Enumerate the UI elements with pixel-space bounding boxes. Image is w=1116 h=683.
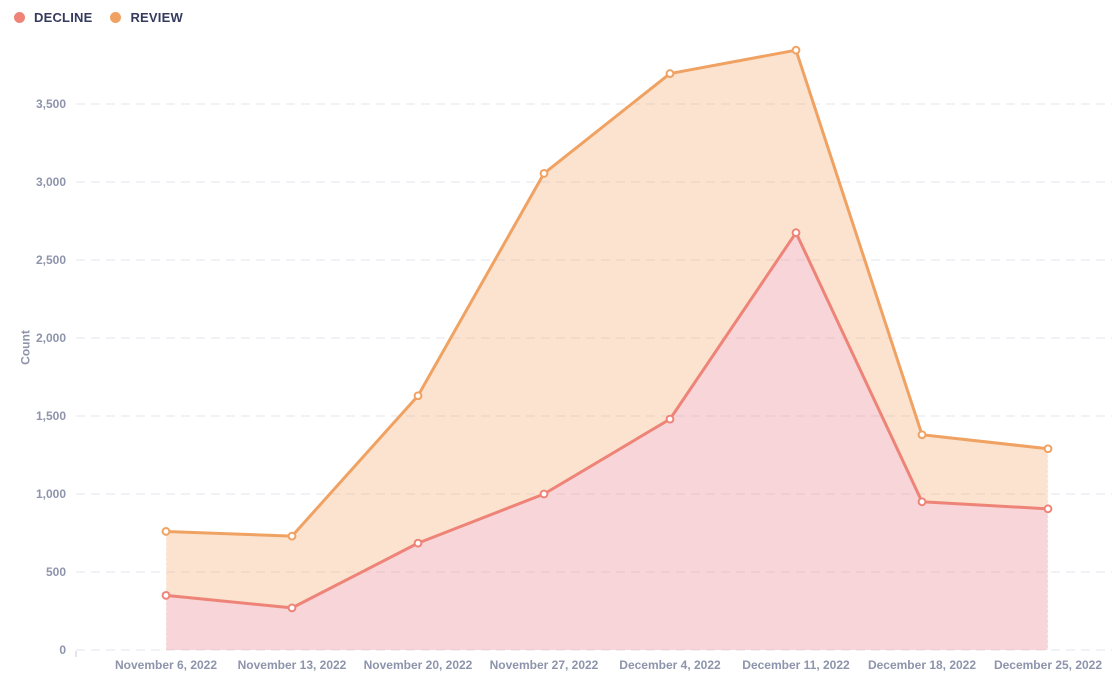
y-tick-label: 1,000 [36,487,66,501]
chart-legend: DECLINE REVIEW [14,10,183,25]
y-tick-label: 0 [59,643,66,657]
decline-point-marker[interactable] [917,497,927,507]
review-point-marker[interactable] [287,531,297,541]
review-point-marker[interactable] [791,45,801,55]
legend-label-review: REVIEW [130,10,183,25]
y-tick-label: 3,000 [36,175,66,189]
y-axis-title: Count [18,330,33,365]
review-point-marker[interactable] [1043,444,1053,454]
x-tick-label: November 13, 2022 [238,658,347,672]
x-tick-label: November 20, 2022 [364,658,473,672]
x-tick-label: November 6, 2022 [115,658,217,672]
x-tick-label: December 25, 2022 [994,658,1102,672]
review-point-marker[interactable] [665,69,675,78]
review-point-marker[interactable] [161,527,171,536]
review-area [166,50,1048,608]
review-point-marker[interactable] [413,391,423,401]
decline-point-marker[interactable] [539,489,549,499]
x-tick-label: November 27, 2022 [490,658,599,672]
x-tick-label: December 18, 2022 [868,658,976,672]
decline-point-marker[interactable] [287,603,297,613]
x-tick-label: December 4, 2022 [619,658,721,672]
decline-point-marker[interactable] [413,538,423,548]
legend-label-decline: DECLINE [34,10,93,25]
legend-item-review[interactable]: REVIEW [110,10,183,25]
legend-item-decline[interactable]: DECLINE [14,10,92,25]
decline-swatch-icon [14,12,25,23]
y-tick-label: 2,500 [36,253,66,267]
y-tick-label: 500 [46,565,66,579]
decline-point-marker[interactable] [161,591,171,600]
y-tick-label: 1,500 [36,409,66,423]
y-tick-label: 3,500 [36,97,66,111]
decline-point-marker[interactable] [1043,504,1053,514]
decline-point-marker[interactable] [791,228,801,238]
x-tick-label: December 11, 2022 [742,658,850,672]
review-line [164,48,1050,538]
decline-area [166,232,1048,650]
review-point-marker[interactable] [539,169,549,178]
decline-line [164,231,1050,610]
y-tick-label: 2,000 [36,331,66,345]
review-point-marker[interactable] [917,430,927,440]
review-swatch-icon [110,12,122,23]
decline-point-marker[interactable] [665,414,675,424]
